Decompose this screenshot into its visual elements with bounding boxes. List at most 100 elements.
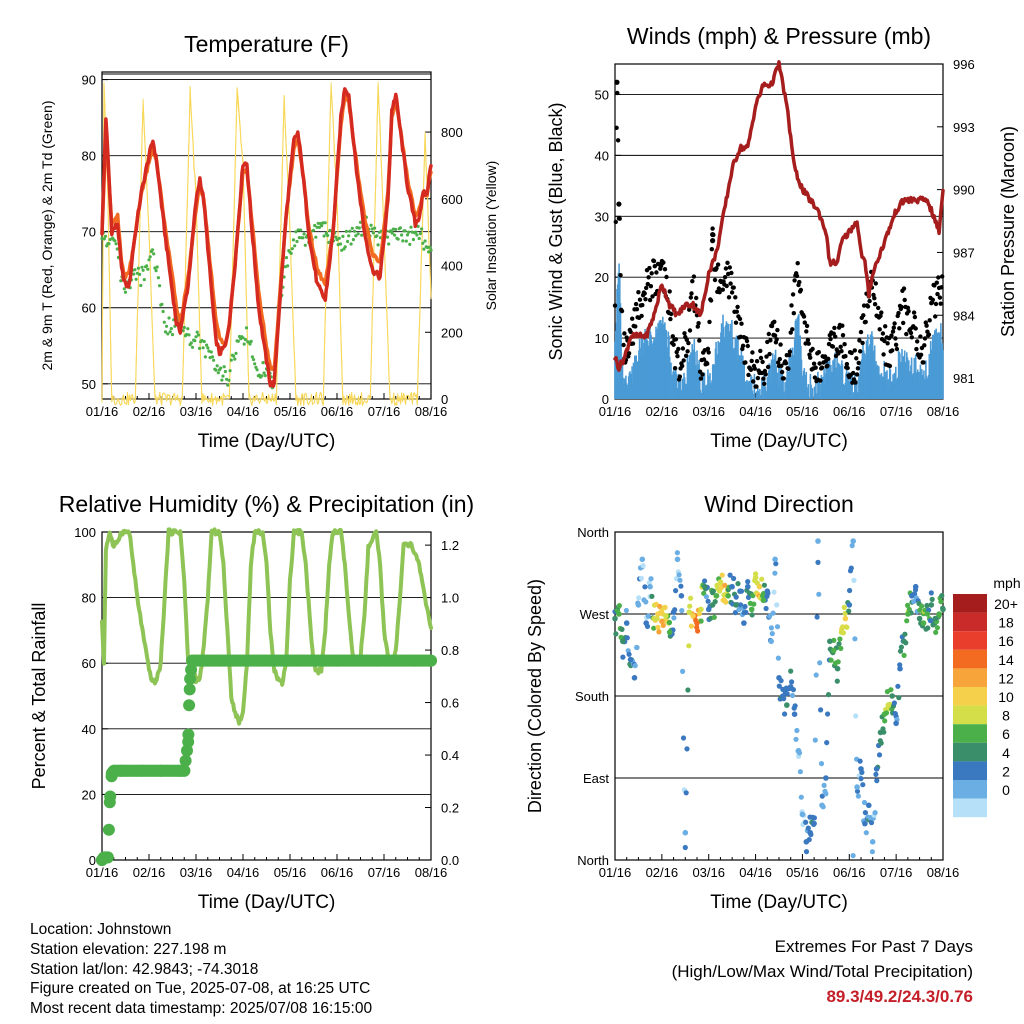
gust-point <box>860 340 865 346</box>
gust-point <box>745 343 750 349</box>
direction-point <box>862 820 868 827</box>
direction-point <box>811 820 817 827</box>
gust-point <box>735 304 740 310</box>
precip-point <box>370 654 383 667</box>
direction-point <box>919 603 925 609</box>
direction-point <box>924 611 931 617</box>
series-solar-envelope <box>101 81 432 400</box>
dewpoint-point <box>146 267 150 271</box>
dewpoint-point <box>349 242 353 246</box>
gust-point <box>633 301 639 307</box>
gust-point <box>922 343 927 348</box>
gust-point <box>705 361 710 366</box>
direction-point <box>627 656 634 663</box>
extremes-heading: Extremes For Past 7 Days <box>774 937 973 956</box>
precip-point <box>409 654 422 667</box>
gust-point <box>613 219 618 225</box>
dewpoint-point <box>189 341 193 345</box>
series-pressure <box>613 60 945 372</box>
direction-point <box>660 622 666 629</box>
y2-tick-label: 600 <box>441 192 463 207</box>
direction-point <box>645 613 652 619</box>
direction-point <box>632 663 638 669</box>
gust-point <box>804 323 810 329</box>
gust-point <box>810 346 815 352</box>
gust-point <box>688 295 693 300</box>
dewpoint-point <box>136 266 140 270</box>
precip-point <box>425 654 437 667</box>
gust-point <box>779 363 784 368</box>
dewpoint-point <box>221 374 225 378</box>
direction-point <box>776 683 782 689</box>
y2-axis-label: Solar Insolation (Yellow) <box>483 161 499 311</box>
direction-point <box>776 675 782 681</box>
dewpoint-point <box>220 378 224 382</box>
direction-point <box>928 602 935 608</box>
direction-point <box>795 747 802 754</box>
dewpoint-point <box>207 349 211 353</box>
gust-point <box>909 335 914 340</box>
dewpoint-point <box>133 268 137 272</box>
direction-point <box>770 610 776 616</box>
station-latlon: Station lat/lon: 42.9843; -74.3018 <box>30 960 259 978</box>
gust-point <box>754 359 760 364</box>
direction-point <box>725 593 731 599</box>
x-tick-label: 02/16 <box>646 865 679 880</box>
direction-point <box>893 720 899 727</box>
dewpoint-point <box>241 336 245 340</box>
dewpoint-point <box>407 230 411 234</box>
direction-point <box>773 561 779 567</box>
gust-point <box>922 336 928 341</box>
dewpoint-point <box>347 234 351 238</box>
dewpoint-point <box>408 242 412 246</box>
gust-point <box>878 313 883 319</box>
gust-point <box>811 361 817 366</box>
gust-point <box>615 138 621 143</box>
direction-point <box>891 700 898 706</box>
dewpoint-point <box>210 355 215 359</box>
dewpoint-point <box>346 239 350 244</box>
direction-point <box>793 736 799 742</box>
direction-point <box>624 635 630 641</box>
gust-point <box>881 352 886 357</box>
direction-point <box>929 596 935 603</box>
dewpoint-point <box>223 369 227 374</box>
dewpoint-point <box>216 371 220 375</box>
precip-point <box>115 764 128 777</box>
gust-point <box>682 331 687 336</box>
dewpoint-point <box>108 237 112 242</box>
dewpoint-point <box>168 330 172 334</box>
gust-point <box>818 378 823 383</box>
gust-point <box>819 365 825 370</box>
dewpoint-point <box>107 242 111 246</box>
station-location: Location: Johnstown <box>30 921 172 938</box>
dewpoint-point <box>390 231 394 235</box>
direction-point <box>862 810 869 816</box>
direction-point <box>847 587 853 594</box>
direction-point <box>794 727 800 734</box>
x-tick-label: 03/16 <box>692 404 725 419</box>
direction-point <box>769 631 775 637</box>
x-tick-label: 04/16 <box>227 404 260 419</box>
gust-point <box>710 238 716 244</box>
dewpoint-point <box>262 371 266 375</box>
legend-swatch <box>953 742 987 762</box>
gust-point <box>676 346 681 352</box>
direction-point <box>722 582 728 588</box>
gust-point <box>825 363 830 368</box>
gust-point <box>812 375 818 380</box>
gust-point <box>642 291 647 296</box>
gust-point <box>918 352 924 357</box>
gust-point <box>855 366 861 371</box>
direction-point <box>717 579 724 585</box>
direction-point <box>656 629 662 635</box>
direction-point <box>874 778 880 784</box>
dewpoint-point <box>414 230 418 234</box>
y2-tick-label: 0.0 <box>441 853 459 868</box>
direction-point <box>683 790 689 796</box>
direction-point <box>666 619 673 626</box>
direction-point <box>827 638 833 645</box>
legend-swatch <box>953 612 987 632</box>
gust-point <box>787 349 793 354</box>
precip-point <box>291 654 304 667</box>
